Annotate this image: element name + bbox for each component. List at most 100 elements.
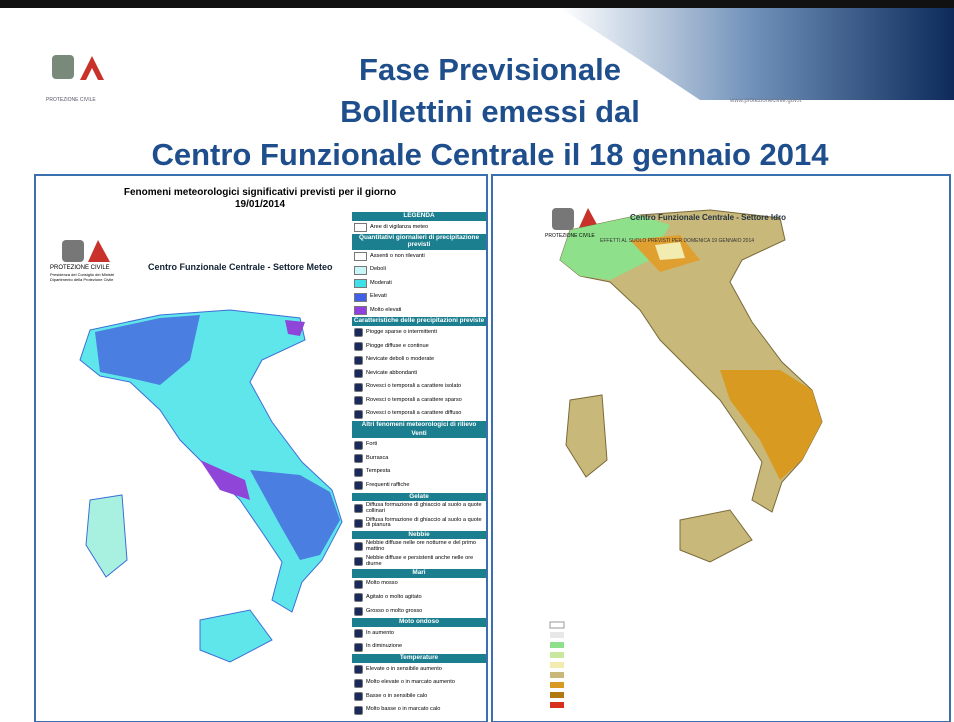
legend-item: Nebbie diffuse nelle ore notturne e del … <box>352 539 486 554</box>
legend-label: Elevate o in sensibile aumento <box>366 667 442 673</box>
legend-header: LEGENDA <box>352 212 486 221</box>
legend-label: Nebbie diffuse e persistenti anche nelle… <box>366 556 484 568</box>
org: PROTEZIONE CIVILE <box>545 233 595 239</box>
legend-item: Burrasca <box>352 452 486 466</box>
legend-label: Rovesci o temporali a carattere sparso <box>366 398 462 404</box>
title-line: Bollettini emessi dal <box>0 94 954 130</box>
legend-swatch <box>354 580 363 589</box>
legend-item: Rovesci o temporali a carattere diffuso <box>352 407 486 421</box>
legend-header: Quantitativi giornalieri di precipitazio… <box>352 234 486 249</box>
title-line: Fase Previsionale <box>0 52 954 88</box>
legend-swatch <box>354 306 367 315</box>
legend-label: Agitato o molto agitato <box>366 595 422 601</box>
bulletin-title: Fenomeni meteorologici significativi pre… <box>50 187 470 198</box>
legend-item: Molto mosso <box>352 578 486 592</box>
legend-header: Gelate <box>352 493 486 502</box>
logo-text: PROTEZIONE CIVILE <box>46 97 96 103</box>
legend-item: Basse o in sensibile calo <box>352 690 486 704</box>
legend-swatch <box>354 454 363 463</box>
legend-label: Aree di vigilanza meteo <box>370 225 428 231</box>
legend-label: Forti <box>366 442 377 448</box>
legend-swatch <box>354 293 367 302</box>
legend-header: Moto ondoso <box>352 618 486 627</box>
legend-header: Caratteristiche delle precipitazioni pre… <box>352 317 486 326</box>
legend-swatch <box>354 441 363 450</box>
legend-label: Frequenti raffiche <box>366 483 409 489</box>
legend-swatch <box>354 593 363 602</box>
legend-header: Altri fenomeni meteorologici di rilievo <box>352 421 486 430</box>
legend-item: Diffusa formazione di ghiaccio al suolo … <box>352 501 486 516</box>
legend-label: Grosso o molto grosso <box>366 609 422 615</box>
idro-legend <box>550 622 564 708</box>
legend-label: Molto basse o in marcato calo <box>366 707 440 713</box>
legend-label: In aumento <box>366 631 394 637</box>
legend-label: Piogge sparse o intermittenti <box>366 330 437 336</box>
legend-item: Assenti o non rilevanti <box>352 250 486 264</box>
legend-swatch <box>354 692 363 701</box>
legend-item: Molto basse o in marcato calo <box>352 703 486 717</box>
legend-item: Elevati <box>352 290 486 304</box>
legend-item: Tempesta <box>352 466 486 480</box>
legend-item: Nevicate abbondanti <box>352 367 486 381</box>
legend-item: Aree di vigilanza meteo <box>352 221 486 235</box>
legend-swatch <box>354 279 367 288</box>
legend-swatch <box>354 396 363 405</box>
legend-swatch <box>354 665 363 674</box>
legend-swatch <box>354 679 363 688</box>
legend-label: Nevicate abbondanti <box>366 371 417 377</box>
legend-item: Diffusa formazione di ghiaccio al suolo … <box>352 516 486 531</box>
legend-label: Burrasca <box>366 456 388 462</box>
title-line: Centro Funzionale Centrale il 18 gennaio… <box>0 137 954 173</box>
center-name: Centro Funzionale Centrale - Settore Idr… <box>630 213 786 222</box>
legend-item: Molto elevate o in marcato aumento <box>352 676 486 690</box>
org: PROTEZIONE CIVILE <box>50 265 110 271</box>
legend-swatch <box>354 504 363 513</box>
legend-swatch <box>354 607 363 616</box>
legend-item: Deboli <box>352 263 486 277</box>
legend: LEGENDA Aree di vigilanza meteo Quantitati… <box>352 212 486 717</box>
legend-swatch <box>354 223 367 232</box>
legend-item: Grosso o molto grosso <box>352 605 486 619</box>
legend-label: Diffusa formazione di ghiaccio al suolo … <box>366 518 484 530</box>
legend-label: Molto elevati <box>370 308 401 314</box>
legend-swatch <box>354 481 363 490</box>
legend-header: Venti <box>352 430 486 439</box>
legend-item: In diminuzione <box>352 641 486 655</box>
url: www.protezionecivile.gov.it <box>730 98 801 104</box>
legend-swatch <box>354 542 363 551</box>
legend-item: Moderati <box>352 277 486 291</box>
bulletin-subtitle: EFFETTI AL SUOLO PREVISTI PER DOMENICA 1… <box>600 238 754 244</box>
slide: Fase Previsionale Bollettini emessi dal … <box>0 0 954 722</box>
legend-swatch <box>354 356 363 365</box>
legend-item: Rovesci o temporali a carattere isolato <box>352 380 486 394</box>
bulletin-date: 19/01/2014 <box>50 199 470 210</box>
legend-item: Rovesci o temporali a carattere sparso <box>352 394 486 408</box>
legend-item: Nebbie diffuse e persistenti anche nelle… <box>352 554 486 569</box>
legend-item: Piogge diffuse e continue <box>352 340 486 354</box>
legend-label: Basse o in sensibile calo <box>366 694 427 700</box>
legend-label: Molto elevate o in marcato aumento <box>366 680 455 686</box>
legend-label: Tempesta <box>366 469 390 475</box>
legend-label: Deboli <box>370 267 386 273</box>
legend-swatch <box>354 383 363 392</box>
legend-swatch <box>354 519 363 528</box>
legend-swatch <box>354 643 363 652</box>
legend-item: Nevicate deboli o moderate <box>352 353 486 367</box>
legend-swatch <box>354 706 363 715</box>
legend-item: Forti <box>352 438 486 452</box>
legend-swatch <box>354 410 363 419</box>
legend-label: Moderati <box>370 281 392 287</box>
legend-swatch <box>354 629 363 638</box>
legend-item: Frequenti raffiche <box>352 479 486 493</box>
legend-item: Agitato o molto agitato <box>352 591 486 605</box>
legend-item: Molto elevati <box>352 304 486 318</box>
legend-label: Rovesci o temporali a carattere diffuso <box>366 411 461 417</box>
top-bar <box>0 0 954 8</box>
legend-label: Piogge diffuse e continue <box>366 344 429 350</box>
center-name: Centro Funzionale Centrale - Settore Met… <box>148 262 333 272</box>
legend-swatch <box>354 252 367 261</box>
legend-item: In aumento <box>352 627 486 641</box>
legend-label: In diminuzione <box>366 644 402 650</box>
legend-header: Nebbie <box>352 531 486 540</box>
legend-label: Elevati <box>370 294 387 300</box>
